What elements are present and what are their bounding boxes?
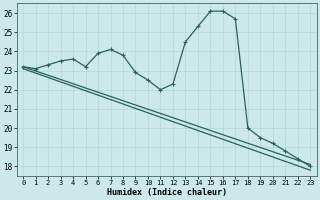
X-axis label: Humidex (Indice chaleur): Humidex (Indice chaleur) xyxy=(107,188,227,197)
